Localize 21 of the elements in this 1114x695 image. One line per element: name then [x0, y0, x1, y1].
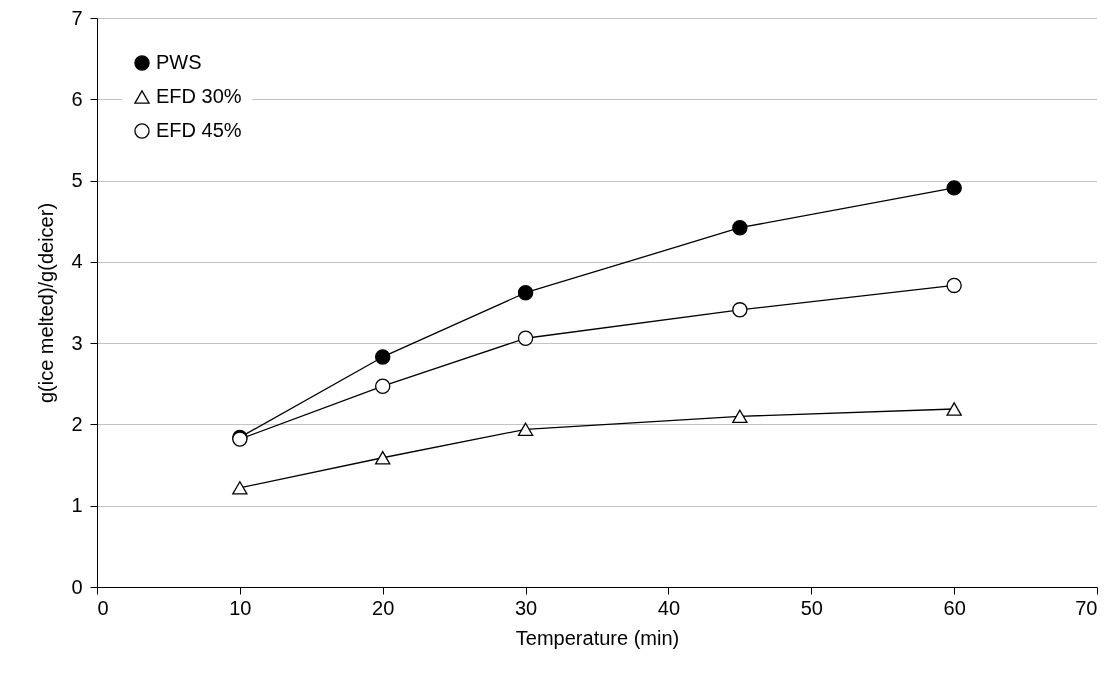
y-tick-label: 6: [71, 87, 83, 110]
y-tick-label: 7: [71, 6, 83, 29]
x-tick-label: 20: [372, 596, 395, 619]
x-tick-label: 0: [97, 596, 109, 619]
x-tick-label: 40: [657, 596, 681, 619]
y-tick-label: 4: [71, 250, 83, 273]
y-tick-label: 3: [71, 331, 83, 354]
x-tick-label: 70: [1075, 596, 1098, 619]
legend-label: EFD 30%: [156, 85, 242, 107]
legend-label: PWS: [156, 51, 202, 73]
y-tick-label: 1: [71, 494, 83, 517]
x-tick-label: 30: [514, 596, 538, 619]
y-axis-title: g(ice melted)/g(deicer): [35, 202, 58, 404]
y-tick-label: 5: [71, 169, 83, 192]
x-tick-label: 50: [800, 596, 823, 619]
x-axis-title: Temperature (min): [515, 626, 680, 649]
legend-label: EFD 45%: [156, 119, 242, 141]
y-tick-label: 0: [71, 575, 83, 598]
x-tick-label: 10: [229, 596, 252, 619]
x-tick-label: 60: [943, 596, 966, 619]
y-tick-label: 2: [71, 412, 83, 435]
